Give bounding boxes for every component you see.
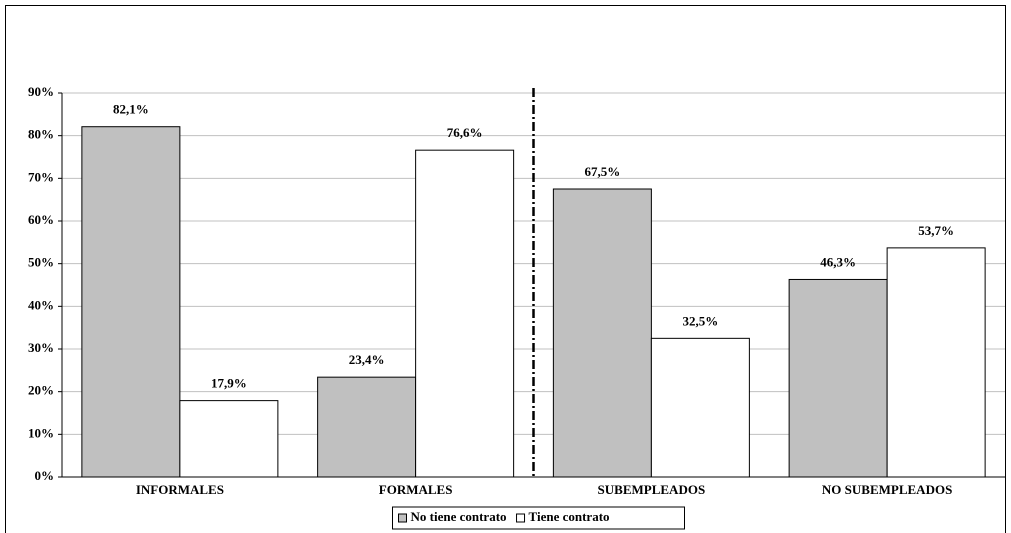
value-label: 17,9% (211, 376, 247, 391)
y-tick-label: 60% (28, 212, 54, 227)
bar (81, 126, 181, 478)
bar (886, 247, 986, 478)
legend-swatch (516, 513, 526, 523)
value-label: 46,3% (820, 254, 856, 269)
y-tick-label: 40% (28, 297, 54, 312)
bar (650, 337, 750, 478)
x-tick-label: SUBEMPLEADOS (598, 482, 706, 497)
value-label: 53,7% (918, 223, 954, 238)
bar (179, 400, 279, 478)
value-label: 76,6% (447, 125, 483, 140)
value-label: 67,5% (585, 164, 621, 179)
bar (415, 149, 515, 478)
y-tick-label: 70% (28, 169, 54, 184)
y-tick-label: 90% (28, 84, 54, 99)
x-tick-label: FORMALES (379, 482, 453, 497)
value-label: 82,1% (113, 102, 149, 117)
x-tick-label: INFORMALES (136, 482, 224, 497)
bar (317, 376, 417, 478)
y-tick-label: 50% (28, 255, 54, 270)
legend-label: No tiene contrato (411, 509, 507, 524)
y-tick-label: 0% (35, 468, 55, 483)
x-tick-label: NO SUBEMPLEADOS (822, 482, 952, 497)
y-tick-label: 20% (28, 383, 54, 398)
bar (552, 188, 652, 478)
legend-label: Tiene contrato (529, 509, 610, 524)
y-tick-label: 10% (28, 425, 54, 440)
y-tick-label: 80% (28, 127, 54, 142)
legend-box (392, 506, 685, 530)
legend-swatch (398, 513, 407, 523)
bar (788, 278, 888, 478)
value-label: 32,5% (683, 313, 719, 328)
value-label: 23,4% (349, 352, 385, 367)
y-tick-label: 30% (28, 340, 54, 355)
